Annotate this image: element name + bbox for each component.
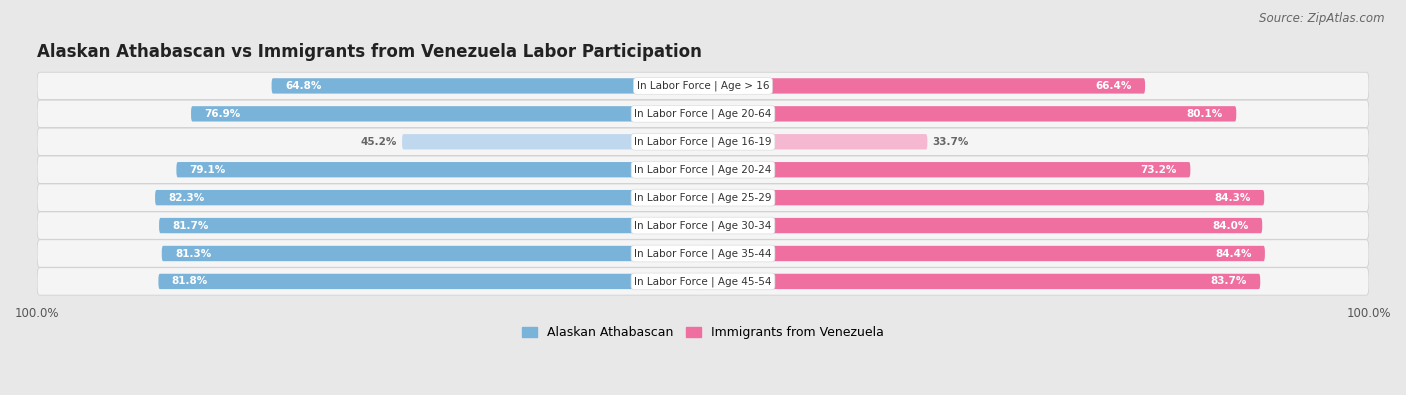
Text: In Labor Force | Age 20-24: In Labor Force | Age 20-24 [634, 164, 772, 175]
Text: 33.7%: 33.7% [932, 137, 969, 147]
Text: 79.1%: 79.1% [190, 165, 226, 175]
Text: In Labor Force | Age > 16: In Labor Force | Age > 16 [637, 81, 769, 91]
FancyBboxPatch shape [703, 246, 1265, 261]
FancyBboxPatch shape [162, 246, 703, 261]
FancyBboxPatch shape [703, 162, 1191, 177]
FancyBboxPatch shape [402, 134, 703, 149]
Text: In Labor Force | Age 25-29: In Labor Force | Age 25-29 [634, 192, 772, 203]
FancyBboxPatch shape [176, 162, 703, 177]
FancyBboxPatch shape [703, 218, 1263, 233]
Text: 81.3%: 81.3% [176, 248, 211, 258]
Text: 83.7%: 83.7% [1211, 276, 1247, 286]
Text: 84.4%: 84.4% [1215, 248, 1251, 258]
FancyBboxPatch shape [703, 134, 928, 149]
Legend: Alaskan Athabascan, Immigrants from Venezuela: Alaskan Athabascan, Immigrants from Vene… [517, 322, 889, 344]
Text: 76.9%: 76.9% [204, 109, 240, 119]
Text: 66.4%: 66.4% [1095, 81, 1132, 91]
FancyBboxPatch shape [703, 190, 1264, 205]
Text: In Labor Force | Age 30-34: In Labor Force | Age 30-34 [634, 220, 772, 231]
Text: 64.8%: 64.8% [285, 81, 322, 91]
FancyBboxPatch shape [159, 218, 703, 233]
FancyBboxPatch shape [37, 100, 1369, 128]
Text: 84.3%: 84.3% [1215, 193, 1251, 203]
Text: 81.7%: 81.7% [173, 220, 208, 231]
FancyBboxPatch shape [703, 274, 1260, 289]
Text: Source: ZipAtlas.com: Source: ZipAtlas.com [1260, 12, 1385, 25]
Text: In Labor Force | Age 20-64: In Labor Force | Age 20-64 [634, 109, 772, 119]
FancyBboxPatch shape [159, 274, 703, 289]
Text: 81.8%: 81.8% [172, 276, 208, 286]
Text: 73.2%: 73.2% [1140, 165, 1177, 175]
FancyBboxPatch shape [37, 212, 1369, 239]
Text: In Labor Force | Age 35-44: In Labor Force | Age 35-44 [634, 248, 772, 259]
FancyBboxPatch shape [37, 240, 1369, 267]
FancyBboxPatch shape [155, 190, 703, 205]
Text: Alaskan Athabascan vs Immigrants from Venezuela Labor Participation: Alaskan Athabascan vs Immigrants from Ve… [37, 43, 702, 61]
FancyBboxPatch shape [37, 156, 1369, 183]
FancyBboxPatch shape [37, 184, 1369, 211]
Text: In Labor Force | Age 45-54: In Labor Force | Age 45-54 [634, 276, 772, 287]
FancyBboxPatch shape [37, 72, 1369, 100]
FancyBboxPatch shape [271, 78, 703, 94]
FancyBboxPatch shape [37, 268, 1369, 295]
Text: 45.2%: 45.2% [360, 137, 396, 147]
FancyBboxPatch shape [37, 128, 1369, 156]
FancyBboxPatch shape [703, 106, 1236, 122]
Text: 80.1%: 80.1% [1187, 109, 1223, 119]
FancyBboxPatch shape [703, 78, 1144, 94]
Text: In Labor Force | Age 16-19: In Labor Force | Age 16-19 [634, 137, 772, 147]
Text: 84.0%: 84.0% [1212, 220, 1249, 231]
FancyBboxPatch shape [191, 106, 703, 122]
Text: 82.3%: 82.3% [169, 193, 205, 203]
